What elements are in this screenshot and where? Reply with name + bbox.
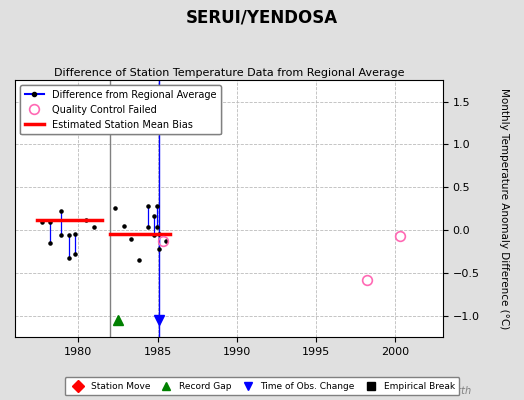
Text: Berkeley Earth: Berkeley Earth bbox=[399, 386, 472, 396]
Text: SERUI/YENDOSA: SERUI/YENDOSA bbox=[186, 8, 338, 26]
Y-axis label: Monthly Temperature Anomaly Difference (°C): Monthly Temperature Anomaly Difference (… bbox=[499, 88, 509, 329]
Legend: Station Move, Record Gap, Time of Obs. Change, Empirical Break: Station Move, Record Gap, Time of Obs. C… bbox=[64, 378, 460, 396]
Legend: Difference from Regional Average, Quality Control Failed, Estimated Station Mean: Difference from Regional Average, Qualit… bbox=[20, 85, 221, 134]
Title: Difference of Station Temperature Data from Regional Average: Difference of Station Temperature Data f… bbox=[53, 68, 404, 78]
